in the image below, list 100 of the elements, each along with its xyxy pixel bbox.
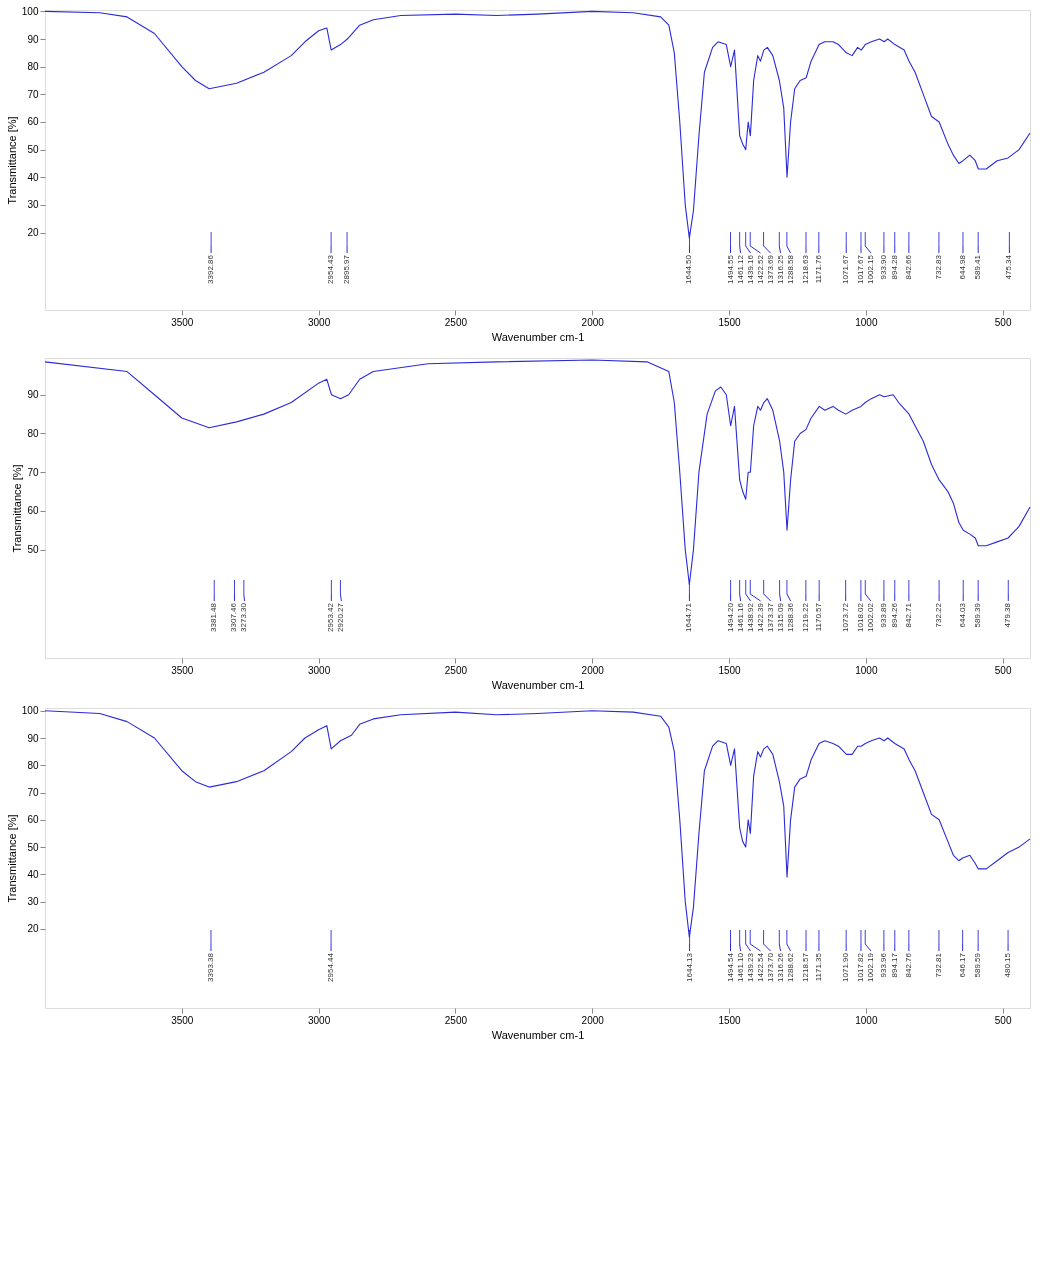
ref-line-label: 2953.42 (326, 602, 336, 632)
x-tick-label: 3500 (171, 316, 194, 328)
ref-line-label: 933.90 (878, 254, 888, 280)
ref-line-label: 1073.72 (840, 602, 850, 632)
y-tick-label: 50 (27, 841, 39, 853)
ref-line-label: 1002.15 (866, 254, 875, 284)
y-tick-label: 60 (27, 116, 39, 128)
x-tick-label: 2500 (444, 664, 468, 676)
ref-line-label: 1219.22 (800, 602, 810, 632)
ref-line-label: 1288.36 (785, 602, 795, 632)
ref-line-label: 1439.23 (745, 952, 755, 982)
y-tick-label: 50 (27, 144, 39, 156)
x-tick-label: 2000 (581, 664, 605, 676)
x-tick-label: 1500 (718, 316, 742, 328)
ref-line-label: 1494.54 (725, 952, 735, 982)
x-axis-title: Wavenumber cm-1 (491, 330, 585, 343)
x-tick-label: 3500 (171, 1014, 194, 1026)
ref-line-label: 1171.76 (813, 254, 823, 284)
ref-line-label: 644.03 (958, 602, 968, 628)
y-tick-label: 30 (27, 896, 39, 908)
y-tick-label: 40 (27, 868, 39, 880)
ref-line-label: 3381.48 (209, 602, 219, 632)
ref-line-label: 933.89 (878, 602, 888, 628)
legend-label: 1422.52 (755, 254, 765, 284)
y-axis-title: Transmittance [%] (5, 814, 18, 903)
x-tick-label: 1000 (855, 316, 878, 328)
y-tick-label: 20 (27, 923, 39, 935)
y-tick-label: 70 (27, 787, 39, 799)
ref-line-label: 732.83 (933, 254, 943, 280)
ref-line-label: 1438.92 (745, 602, 755, 632)
ref-line-label: 2954.43 (326, 254, 336, 284)
ref-line-label: 480.15 (1003, 952, 1013, 978)
ref-line-label: 1316.26 (775, 952, 785, 982)
ref-line-label: 1171.35 (813, 952, 823, 982)
ref-line-label: 3393.38 (205, 952, 215, 982)
ref-line-label: 842.66 (903, 254, 913, 280)
y-tick-label: 30 (27, 199, 39, 211)
ref-line-label: 479.38 (1003, 602, 1013, 628)
ref-line-label: 1494.55 (725, 254, 735, 284)
y-tick-label: 80 (27, 61, 39, 73)
y-tick-label: 40 (27, 171, 39, 183)
x-tick-label: 2500 (444, 1014, 468, 1026)
y-tick-label: 60 (27, 814, 39, 826)
ref-line-label: 2954.44 (326, 952, 336, 982)
x-tick-label: 3000 (307, 1014, 331, 1026)
x-tick-label: 1500 (718, 1014, 742, 1026)
ref-line-label: 842.76 (903, 952, 913, 978)
ref-line-label: 1644.50 (684, 254, 694, 284)
ref-line-label: 1218.63 (801, 254, 811, 284)
ref-line-label: 1017.82 (855, 952, 865, 982)
y-tick-label: 100 (21, 5, 39, 17)
y-tick-label: 80 (27, 759, 39, 771)
ref-line-label: 1071.67 (841, 254, 851, 284)
ref-line-label: 1461.12 (735, 254, 745, 284)
ref-line-label: 1002.19 (865, 952, 875, 982)
legend-label: 1422.39 (755, 602, 765, 632)
ref-line-label: 1373.37 (765, 602, 775, 632)
ref-line-label: 894.28 (889, 254, 899, 280)
ref-line-label: 732.22 (934, 602, 944, 628)
x-axis-title: Wavenumber cm-1 (491, 678, 585, 691)
x-tick-label: 1000 (855, 1014, 878, 1026)
x-tick-label: 2000 (581, 1014, 605, 1026)
ref-line-label: 1071.90 (841, 952, 851, 982)
y-tick-label: 70 (27, 88, 39, 100)
x-tick-label: 1000 (855, 664, 878, 676)
ref-line-label: 1439.16 (745, 254, 755, 284)
ref-line-label: 589.41 (973, 254, 983, 280)
ref-line-label: 1644.13 (684, 952, 694, 982)
x-tick-label: 2000 (581, 316, 605, 328)
y-tick-label: 90 (27, 389, 39, 401)
x-tick-label: 3000 (307, 316, 331, 328)
ref-line-label: 1461.16 (735, 602, 745, 632)
ref-line-label: 732.81 (933, 952, 943, 978)
y-tick-label: 20 (27, 227, 39, 239)
legend-label: 1422.54 (755, 952, 765, 982)
ref-line-label: 933.96 (878, 952, 888, 978)
ref-line-label: 2920.27 (336, 602, 346, 632)
y-tick-label: 50 (27, 544, 39, 556)
ref-line-label: 3307.46 (229, 602, 239, 632)
x-tick-label: 500 (994, 316, 1012, 328)
ref-line-label: 644.98 (957, 254, 967, 280)
y-tick-label: 80 (27, 427, 39, 439)
y-tick-label: 70 (27, 466, 39, 478)
y-tick-label: 60 (27, 505, 39, 517)
ref-line-label: 1644.71 (684, 602, 694, 632)
x-tick-label: 3500 (171, 664, 194, 676)
x-tick-label: 500 (994, 1014, 1012, 1026)
y-tick-label: 90 (27, 732, 39, 744)
ref-line-label: 646.17 (957, 952, 967, 978)
ref-line-label: 1494.20 (725, 602, 735, 632)
ref-line-label: 1373.69 (765, 254, 775, 284)
x-tick-label: 500 (994, 664, 1012, 676)
x-tick-label: 1500 (718, 664, 742, 676)
x-tick-label: 3000 (307, 664, 331, 676)
ref-line-label: 1315.09 (775, 602, 785, 632)
ref-line-label: 1002.02 (865, 602, 875, 632)
ref-line-label: 1373.70 (765, 952, 775, 982)
y-tick-label: 100 (21, 705, 39, 717)
ref-line-label: 475.34 (1004, 254, 1014, 280)
ref-line-label: 842.71 (903, 602, 913, 628)
